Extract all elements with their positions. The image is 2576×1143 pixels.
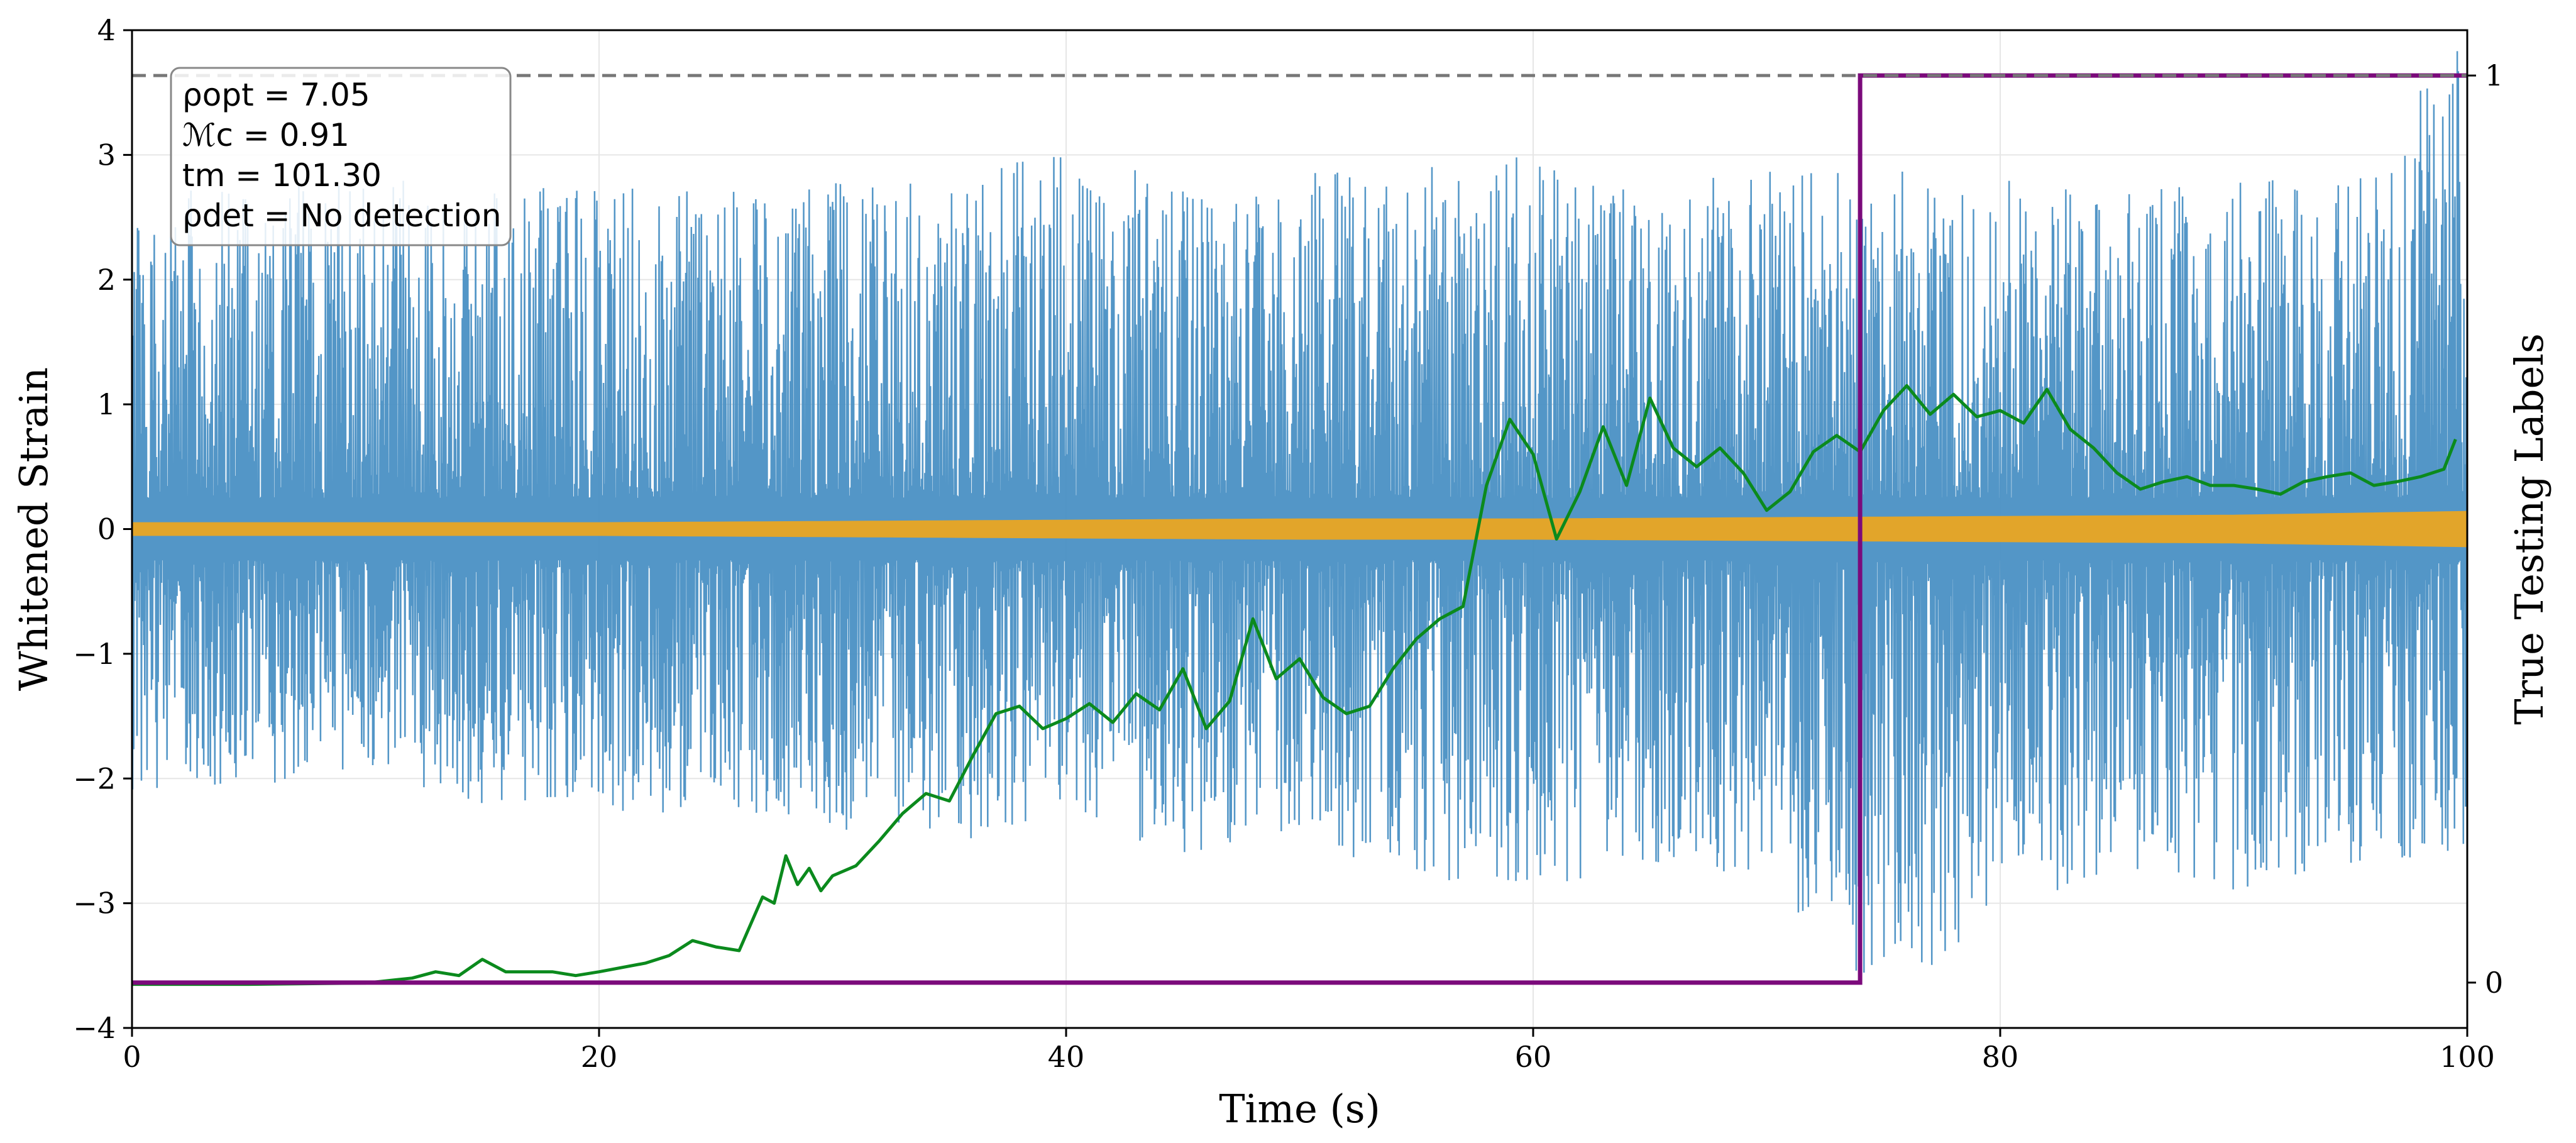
y-tick-label: −3 [73,886,116,920]
x-tick-label: 40 [1048,1040,1085,1074]
annotation-line-chirp-mass: ℳc = 0.91 [182,117,350,153]
y-tick-label: 4 [97,13,116,47]
annotation-background [170,67,512,246]
x-axis-label: Time (s) [1219,1086,1380,1132]
y-tick-label: 3 [97,138,116,172]
y-tick-label: 1 [97,387,116,421]
y-axis-right-label: True Testing Labels [2506,333,2552,725]
x-tick-label: 100 [2440,1040,2495,1074]
y-tick-label: 2 [97,263,116,297]
y-tick-label: 0 [97,512,116,546]
annotation-line-snr-det: ρdet = No detection [182,197,502,234]
annotation-line-snr-opt: ρopt = 7.05 [182,77,370,113]
y-tick-label: −4 [73,1011,116,1045]
model-prediction-series [132,384,2457,986]
y-tick-label: −1 [73,637,116,671]
whitened-strain-series [131,51,2469,973]
x-tick-label: 0 [123,1040,141,1074]
strain-trace [131,51,2469,973]
y-right-tick-label: 0 [2485,966,2503,1000]
y-right-tick-label: 1 [2485,58,2503,92]
annotation-box: ρopt = 7.05 ℳc = 0.91 tm = 101.30 ρdet =… [170,67,512,246]
x-tick-label: 80 [1982,1040,2019,1074]
y-axis-label: Whitened Strain [11,367,57,691]
x-tick-label: 20 [581,1040,618,1074]
annotation-line-merger-time: tm = 101.30 [182,157,382,194]
prediction-line [132,384,2457,986]
x-tick-label: 60 [1515,1040,1552,1074]
y-tick-label: −2 [73,761,116,795]
